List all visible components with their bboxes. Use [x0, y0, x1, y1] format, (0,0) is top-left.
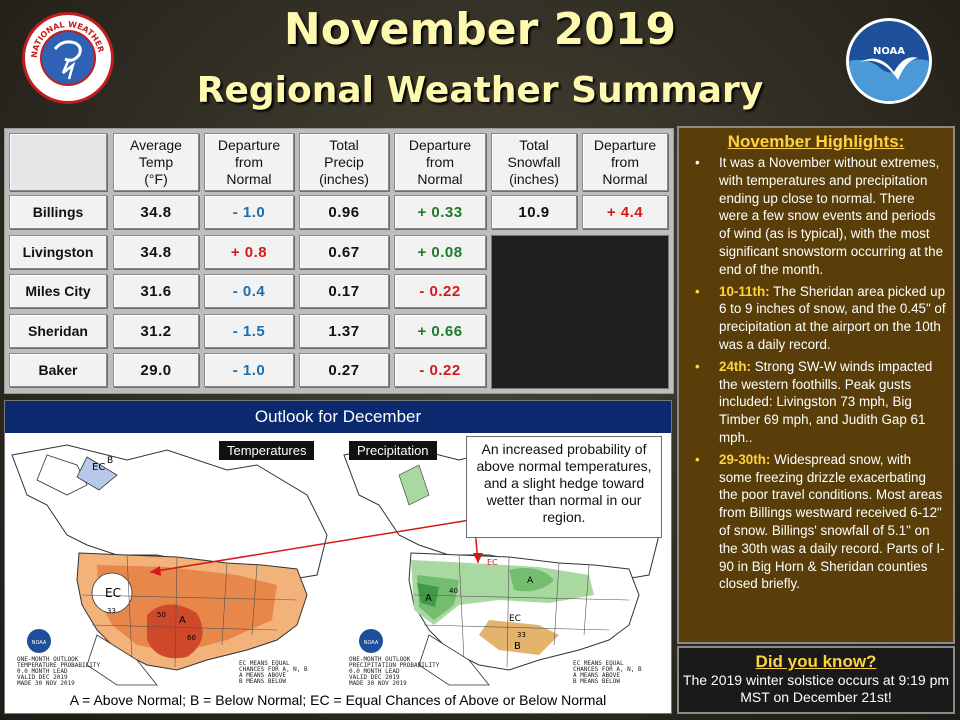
row-label-livingston: Livingston — [9, 235, 107, 269]
precip-footer-2: PRECIPITATION PROBABILITY — [349, 662, 440, 669]
baker-temp-departure: - 1.0 — [204, 353, 294, 387]
sheridan-precip: 1.37 — [299, 314, 389, 348]
precip-footer-r3: A MEANS ABOVE — [573, 672, 620, 679]
temp-footer-r4: B MEANS BELOW — [239, 678, 286, 685]
temp-contour-3: 33 — [107, 607, 116, 615]
temp-footer-5: MADE 30 NOV 2019 — [17, 680, 75, 687]
highlights-title: November Highlights: — [727, 132, 905, 151]
livingston-temp-departure: + 0.8 — [204, 235, 294, 269]
highlights-list: It was a November without extremes, with… — [679, 154, 953, 593]
baker-precip-departure: - 0.22 — [394, 353, 486, 387]
noaa-logo-text: NOAA — [873, 46, 905, 57]
outlook-callout: An increased probability of above normal… — [466, 436, 662, 538]
temp-contour-1: 50 — [157, 611, 166, 619]
header-snow-departure: Departure from Normal — [582, 133, 668, 191]
sheridan-avg-temp: 31.2 — [113, 314, 199, 348]
did-you-know-title: Did you know? — [755, 652, 877, 671]
table-corner — [9, 133, 107, 191]
precipitation-label: Precipitation — [349, 441, 437, 460]
livingston-precip: 0.67 — [299, 235, 389, 269]
precip-footer-4: VALID DEC 2019 — [349, 674, 400, 681]
temp-contour-2: 60 — [187, 634, 196, 642]
did-you-know-text: The 2019 winter solstice occurs at 9:19 … — [682, 672, 950, 705]
header-total-precip: Total Precip (inches) — [299, 133, 389, 191]
precip-map-ec-north: EC — [487, 558, 498, 567]
precip-footer-r4: B MEANS BELOW — [573, 678, 620, 685]
temp-footer-1: ONE-MONTH OUTLOOK — [17, 656, 79, 663]
temp-footer-4: VALID DEC 2019 — [17, 674, 68, 681]
livingston-precip-departure: + 0.08 — [394, 235, 486, 269]
temperature-outlook-map: EC EC A B 50 60 33 NOAA ONE-MONTH OUTLOO… — [7, 435, 335, 687]
precip-footer-5: MADE 30 NOV 2019 — [349, 680, 407, 687]
billings-temp-departure: - 1.0 — [204, 195, 294, 229]
header-temp-departure: Departure from Normal — [204, 133, 294, 191]
nws-logo: NATIONAL WEATHER SERVICE — [22, 8, 114, 104]
miles-city-precip: 0.17 — [299, 274, 389, 308]
temperatures-label: Temperatures — [219, 441, 315, 460]
billings-avg-temp: 34.8 — [113, 195, 199, 229]
noaa-logo: NOAA — [846, 18, 932, 104]
snowfall-empty-panel — [491, 235, 669, 389]
row-label-billings: Billings — [9, 195, 107, 229]
precip-map-a-west: A — [425, 593, 432, 604]
temp-map-b: B — [107, 456, 113, 466]
temp-footer-r1: EC MEANS EQUAL — [239, 660, 290, 667]
did-you-know-panel: Did you know? The 2019 winter solstice o… — [677, 646, 955, 714]
november-highlights-panel: November Highlights: It was a November w… — [677, 126, 955, 644]
temp-footer-2: TEMPERATURE PROBABILITY — [17, 662, 100, 669]
highlight-item: 24th: Strong SW-W winds impacted the wes… — [695, 358, 947, 447]
sheridan-precip-departure: + 0.66 — [394, 314, 486, 348]
precip-footer-1: ONE-MONTH OUTLOOK — [349, 656, 411, 663]
row-label-sheridan: Sheridan — [9, 314, 107, 348]
temp-footer-3: 0.0 MONTH LEAD — [17, 668, 68, 675]
highlight-item: It was a November without extremes, with… — [695, 154, 947, 279]
temp-footer-r2: CHANCES FOR A, N, B — [239, 666, 308, 673]
sheridan-temp-departure: - 1.5 — [204, 314, 294, 348]
outlook-legend: A = Above Normal; B = Below Normal; EC =… — [5, 687, 671, 713]
highlight-item: 29-30th: Widespread snow, with some free… — [695, 451, 947, 593]
row-label-baker: Baker — [9, 353, 107, 387]
temp-map-a: A — [179, 615, 186, 626]
precip-contour-2: 33 — [517, 631, 526, 639]
precip-footer-r1: EC MEANS EQUAL — [573, 660, 624, 667]
temp-footer-r3: A MEANS ABOVE — [239, 672, 286, 679]
billings-precip-departure: + 0.33 — [394, 195, 486, 229]
title-line-1: November 2019 — [283, 4, 677, 55]
precip-map-ec-south: EC — [509, 614, 521, 624]
precip-footer-r2: CHANCES FOR A, N, B — [573, 666, 642, 673]
temp-map-ec-west: EC — [105, 586, 121, 600]
svg-text:NOAA: NOAA — [32, 640, 47, 646]
billings-snowfall: 10.9 — [491, 195, 577, 229]
billings-precip: 0.96 — [299, 195, 389, 229]
header-avg-temp: Average Temp (°F) — [113, 133, 199, 191]
outlook-title: Outlook for December — [5, 401, 671, 433]
precip-map-a-east: A — [527, 576, 534, 586]
miles-city-temp-departure: - 0.4 — [204, 274, 294, 308]
svg-text:NOAA: NOAA — [364, 640, 379, 646]
miles-city-avg-temp: 31.6 — [113, 274, 199, 308]
livingston-avg-temp: 34.8 — [113, 235, 199, 269]
miles-city-precip-departure: - 0.22 — [394, 274, 486, 308]
precip-map-b: B — [514, 641, 521, 652]
precip-footer-3: 0.0 MONTH LEAD — [349, 668, 400, 675]
baker-avg-temp: 29.0 — [113, 353, 199, 387]
billings-snow-departure: + 4.4 — [582, 195, 668, 229]
baker-precip: 0.27 — [299, 353, 389, 387]
temp-map-ec-north: EC — [92, 462, 105, 473]
precip-contour-1: 40 — [449, 587, 458, 595]
row-label-miles-city: Miles City — [9, 274, 107, 308]
climate-table: Average Temp (°F) Departure from Normal Tota… — [4, 128, 674, 394]
header-precip-departure: Departure from Normal — [394, 133, 486, 191]
header-total-snowfall: Total Snowfall (inches) — [491, 133, 577, 191]
title-line-2: Regional Weather Summary — [196, 70, 764, 111]
highlight-item: 10-11th: The Sheridan area picked up 6 t… — [695, 283, 947, 354]
